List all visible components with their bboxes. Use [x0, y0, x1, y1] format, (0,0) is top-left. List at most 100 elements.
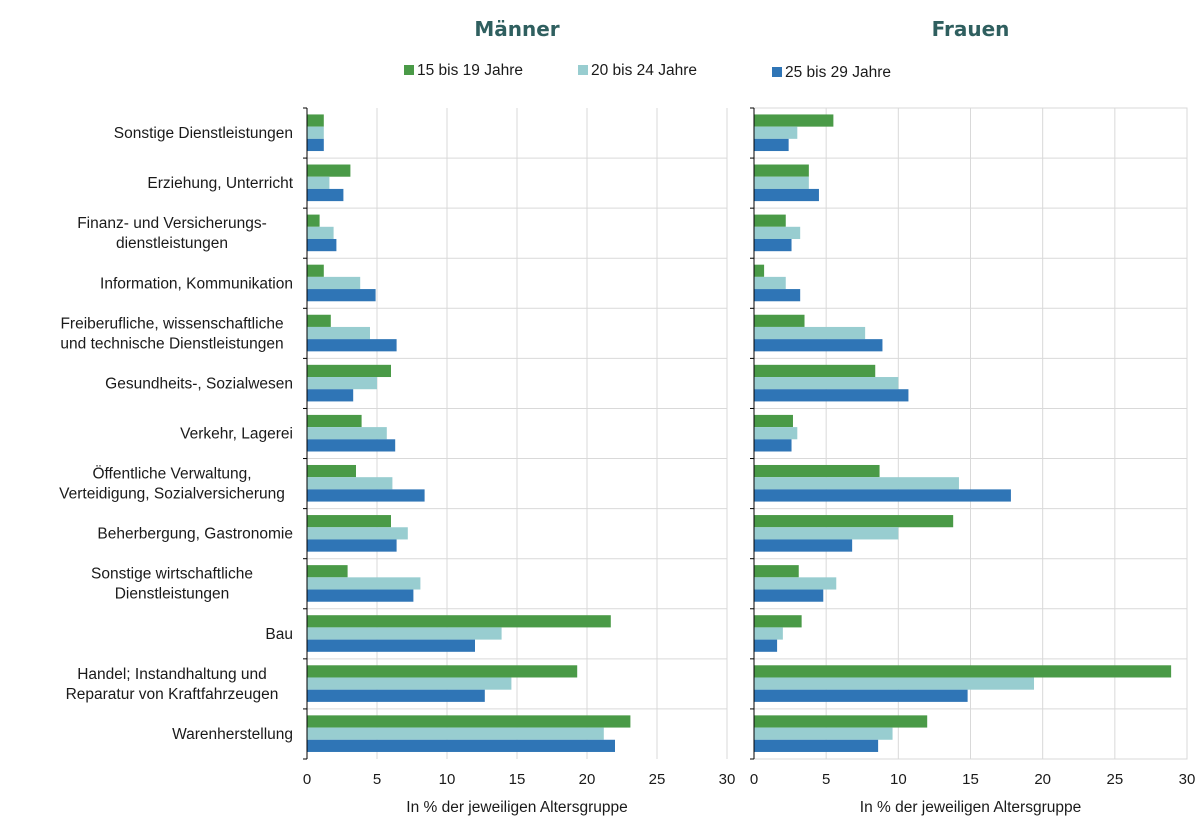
x-tick-label: 25: [1106, 771, 1123, 788]
bar-0: [307, 515, 391, 527]
bar-0: [754, 715, 927, 727]
x-tick-label: 15: [962, 771, 979, 788]
bar-1: [307, 427, 387, 439]
category-label: Öffentliche Verwaltung,: [92, 465, 251, 483]
bar-1: [307, 227, 334, 239]
bar-0: [307, 114, 324, 126]
category-label: Information, Kommunikation: [100, 275, 293, 292]
bar-0: [307, 465, 356, 477]
legend-label: 25 bis 29 Jahre: [785, 64, 891, 81]
category-label: Bau: [265, 626, 293, 643]
bar-1: [307, 677, 511, 689]
bar-0: [307, 715, 630, 727]
bar-2: [754, 189, 819, 201]
bar-1: [754, 577, 836, 589]
legend-label: 20 bis 24 Jahre: [591, 62, 697, 79]
bar-2: [754, 239, 792, 251]
x-tick-label: 0: [750, 771, 758, 788]
bar-0: [307, 265, 324, 277]
bar-1: [754, 327, 865, 339]
bar-0: [307, 415, 362, 427]
bar-2: [307, 189, 343, 201]
bar-2: [754, 740, 878, 752]
bar-2: [307, 740, 615, 752]
bar-1: [307, 728, 604, 740]
category-label: Gesundheits-, Sozialwesen: [105, 375, 293, 392]
category-label: Handel; Instandhaltung und: [77, 666, 267, 683]
bar-1: [307, 627, 502, 639]
bar-1: [754, 728, 893, 740]
bar-1: [307, 527, 408, 539]
x-tick-label: 25: [649, 771, 666, 788]
bar-2: [307, 339, 397, 351]
bar-0: [754, 515, 953, 527]
bar-0: [754, 615, 802, 627]
panel-title: Männer: [474, 17, 559, 41]
x-tick-label: 30: [719, 771, 736, 788]
category-label: Dienstleistungen: [115, 586, 230, 603]
bar-0: [307, 565, 348, 577]
bar-1: [754, 477, 959, 489]
category-label: und technische Dienstleistungen: [60, 335, 283, 352]
panel-title: Frauen: [932, 17, 1010, 41]
category-label: Warenherstellung: [172, 726, 293, 743]
bar-1: [754, 277, 786, 289]
bar-2: [307, 239, 336, 251]
bar-2: [754, 339, 882, 351]
bar-0: [754, 215, 786, 227]
category-label: Verkehr, Lagerei: [180, 426, 293, 443]
bar-1: [754, 627, 783, 639]
bar-2: [754, 539, 852, 551]
bar-1: [754, 677, 1034, 689]
bar-0: [754, 415, 793, 427]
bar-2: [307, 439, 395, 451]
bar-1: [754, 127, 797, 139]
bar-1: [754, 527, 898, 539]
bar-1: [307, 577, 420, 589]
category-label: Freiberufliche, wissenschaftliche: [60, 315, 283, 332]
category-label: Sonstige Dienstleistungen: [114, 125, 293, 142]
bar-0: [754, 665, 1171, 677]
category-label: Finanz- und Versicherungs-: [77, 215, 267, 232]
bar-1: [307, 127, 324, 139]
bar-1: [307, 327, 370, 339]
category-label: dienstleistungen: [116, 235, 228, 252]
panel-1: Frauen051015202530In % der jeweiligen Al…: [750, 17, 1196, 816]
bar-1: [754, 227, 800, 239]
x-tick-label: 15: [509, 771, 526, 788]
bar-2: [754, 389, 908, 401]
bar-2: [754, 590, 823, 602]
bar-2: [307, 539, 397, 551]
bar-0: [754, 265, 764, 277]
legend: 15 bis 19 Jahre 20 bis 24 Jahre 25 bis 29 …: [404, 62, 891, 81]
bar-2: [307, 690, 485, 702]
bar-2: [754, 289, 800, 301]
bar-2: [307, 139, 324, 151]
bar-0: [754, 165, 809, 177]
bar-1: [307, 377, 377, 389]
bar-1: [307, 177, 329, 189]
x-tick-label: 10: [890, 771, 907, 788]
category-label: Beherbergung, Gastronomie: [97, 526, 293, 543]
category-label: Erziehung, Unterricht: [147, 175, 293, 192]
legend-swatch: [772, 67, 782, 77]
x-tick-label: 20: [579, 771, 596, 788]
bar-0: [307, 165, 350, 177]
x-axis-title: In % der jeweiligen Altersgruppe: [860, 799, 1081, 816]
bar-2: [754, 640, 777, 652]
bar-2: [307, 389, 353, 401]
category-label: Verteidigung, Sozialversicherung: [59, 486, 285, 503]
bar-0: [754, 565, 799, 577]
bar-2: [307, 640, 475, 652]
x-tick-label: 0: [303, 771, 311, 788]
bar-0: [307, 665, 577, 677]
bar-1: [307, 477, 392, 489]
bar-0: [754, 465, 880, 477]
panel-0: Männer Sonstige Dienstleistungen Erziehung…: [59, 17, 735, 816]
x-tick-label: 5: [373, 771, 381, 788]
bar-2: [754, 489, 1011, 501]
bar-0: [754, 365, 875, 377]
bar-1: [754, 177, 809, 189]
legend-label: 15 bis 19 Jahre: [417, 62, 523, 79]
